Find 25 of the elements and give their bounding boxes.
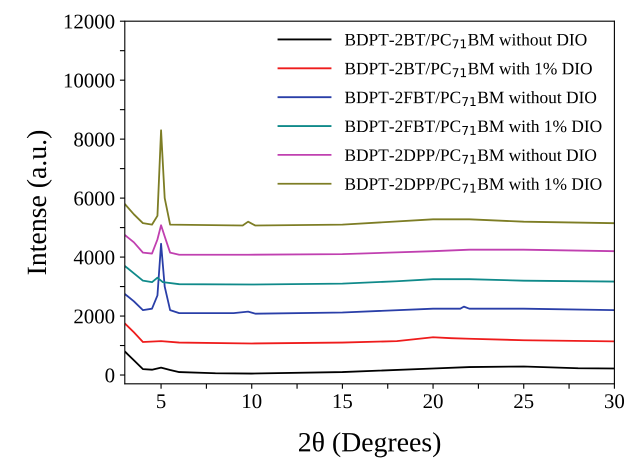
y-tick-label: 8000 [74,132,114,147]
legend-label: BDPT-2DPP/PC$_{71}$BM without DIO [344,148,596,164]
line-series [124,224,614,256]
x-tick-label: 20 [424,394,443,408]
legend-label: BDPT-2BT/PC$_{71}$BM with 1% DIO [344,62,592,78]
y-tick-label: 12000 [64,14,114,29]
line-series [124,265,614,286]
x-tick-label: 5 [157,394,166,408]
x-axis-title: 2θ (Degrees) [299,432,440,458]
x-tick-label: 10 [243,394,262,408]
y-tick-label: 4000 [74,250,114,265]
y-axis-title: Intense (a.u.) [26,130,52,274]
x-tick-label: 30 [604,394,624,408]
y-tick-label: 2000 [74,309,114,324]
y-tick-label: 6000 [74,191,114,206]
x-tick-label: 25 [514,394,534,408]
legend-label: BDPT-2FBT/PC$_{71}$BM with 1% DIO [344,120,602,135]
legend-label: BDPT-2BT/PC$_{71}$BM without DIO [344,33,587,48]
line-series [124,242,614,315]
line-series [124,322,614,344]
y-tick-label: 10000 [64,74,114,88]
y-tick-label: 0 [105,368,114,382]
legend-label: BDPT-2FBT/PC$_{71}$BM without DIO [344,91,596,106]
legend-label: BDPT-2DPP/PC$_{71}$BM with 1% DIO [344,178,602,193]
x-tick-label: 15 [334,394,352,408]
